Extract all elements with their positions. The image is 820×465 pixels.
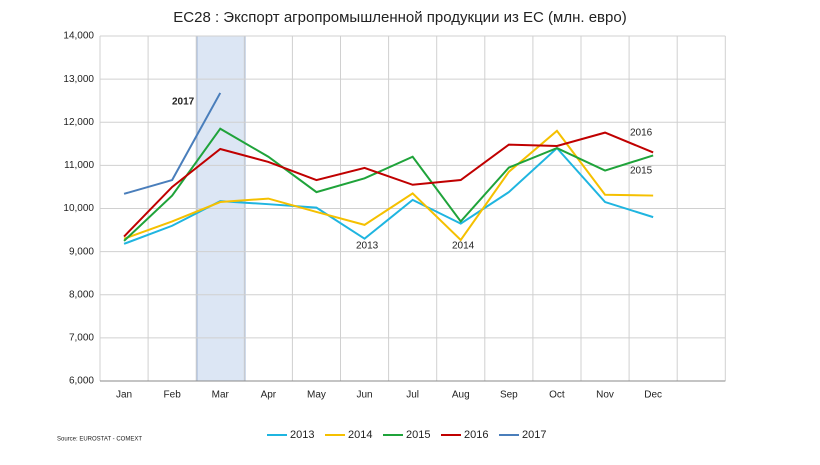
y-tick-label: 10,000 [63, 203, 94, 214]
annotation: 2014 [452, 241, 475, 252]
x-tick-label: Apr [261, 390, 277, 401]
x-tick-label: Nov [596, 390, 614, 401]
y-tick-label: 6,000 [69, 376, 94, 387]
legend-label: 2016 [464, 429, 488, 441]
annotation: 2017 [172, 97, 195, 108]
chart-title: EC28 : Экспорт агропромышленной продукци… [173, 9, 626, 26]
x-tick-label: Jan [116, 390, 132, 401]
series-line [123, 129, 654, 242]
y-tick-label: 9,000 [69, 246, 94, 257]
legend-label: 2013 [290, 429, 314, 441]
legend-label: 2017 [522, 429, 546, 441]
x-tick-label: Dec [644, 390, 662, 401]
x-tick-label: Jul [406, 390, 419, 401]
annotation: 2015 [630, 166, 653, 177]
series-line [123, 127, 654, 242]
x-tick-label: Mar [212, 390, 230, 401]
y-tick-label: 8,000 [69, 289, 94, 300]
annotation: 2016 [630, 128, 653, 139]
y-tick-label: 11,000 [64, 160, 94, 171]
legend-label: 2015 [406, 429, 430, 441]
source: Source: EUROSTAT - COMEXT [57, 437, 142, 443]
x-tick-label: Feb [164, 390, 182, 401]
x-tick-label: Aug [452, 390, 470, 401]
series-line [123, 92, 222, 195]
x-tick-label: May [307, 390, 326, 401]
y-tick-label: 7,000 [69, 333, 94, 344]
y-tick-label: 12,000 [63, 117, 94, 128]
y-tick-label: 13,000 [63, 74, 94, 85]
x-tick-label: Jun [356, 390, 372, 401]
annotation: 2013 [356, 241, 379, 252]
y-tick-label: 14,000 [63, 31, 94, 42]
legend-label: 2014 [348, 429, 372, 441]
x-tick-label: Oct [549, 390, 565, 401]
x-tick-label: Sep [500, 390, 518, 401]
series-line [123, 131, 654, 238]
